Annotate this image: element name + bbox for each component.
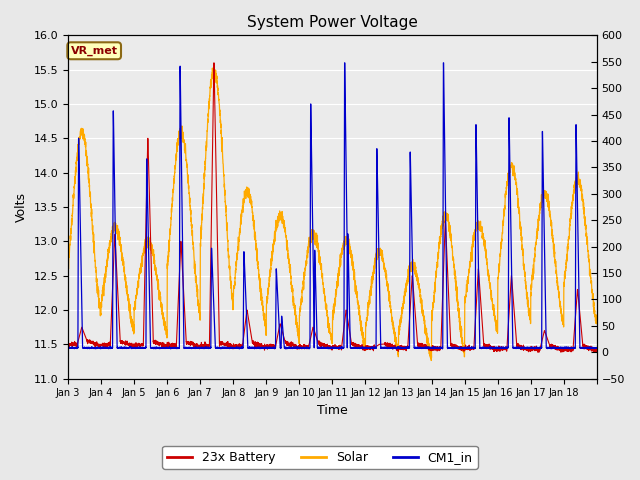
X-axis label: Time: Time (317, 404, 348, 417)
Y-axis label: Volts: Volts (15, 192, 28, 222)
Title: System Power Voltage: System Power Voltage (247, 15, 418, 30)
Text: VR_met: VR_met (70, 46, 118, 56)
Legend: 23x Battery, Solar, CM1_in: 23x Battery, Solar, CM1_in (163, 446, 477, 469)
